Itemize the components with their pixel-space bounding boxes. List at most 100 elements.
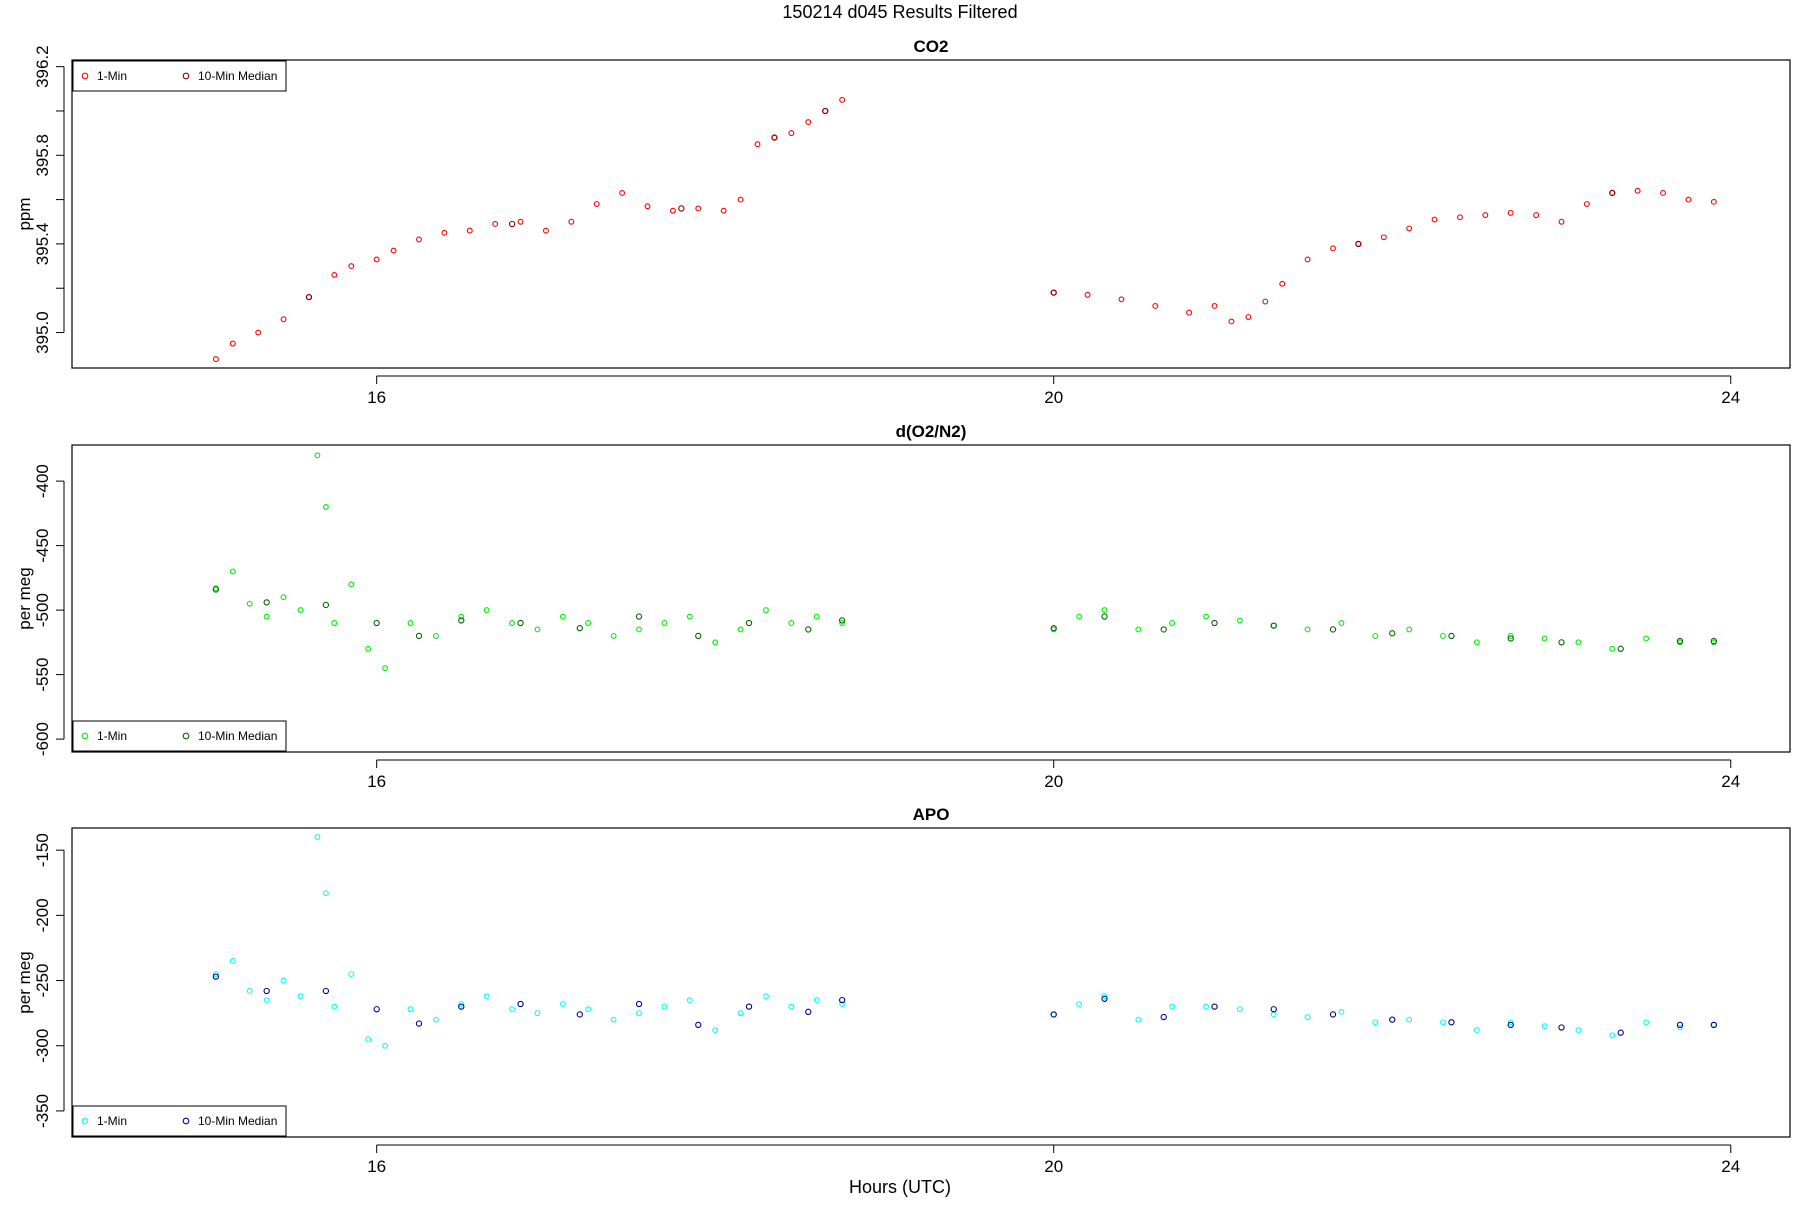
data-point	[712, 1027, 719, 1034]
data-point	[534, 626, 541, 633]
data-point	[745, 619, 753, 627]
data-point	[737, 1010, 744, 1017]
data-point	[280, 316, 287, 323]
legend-box	[72, 720, 287, 752]
data-point	[1135, 626, 1142, 633]
data-point	[695, 205, 702, 212]
legend-marker	[81, 732, 89, 740]
y-tick-label-o2n2: -400	[33, 464, 52, 498]
y-axis-label-co2: ppm	[15, 197, 34, 230]
panel-o2n2: d(O2/N2) per meg -400 -450 -500 -550 -600 16 20 2…	[15, 422, 1791, 791]
data-point	[1372, 632, 1379, 639]
legend-marker	[182, 72, 190, 80]
data-point	[805, 1008, 812, 1015]
legend-marker	[81, 72, 89, 80]
data-point	[432, 632, 439, 639]
data-point	[509, 1006, 516, 1013]
data-point	[1160, 1013, 1167, 1021]
data-point	[1304, 626, 1311, 633]
data-point	[432, 1016, 439, 1023]
chart-title-o2n2: d(O2/N2)	[896, 422, 967, 441]
data-point	[1533, 212, 1540, 219]
legend-label: 10-Min Median	[198, 729, 277, 743]
data-point	[263, 613, 270, 620]
data-point	[1575, 639, 1582, 646]
y-axis-label-o2n2: per meg	[15, 567, 34, 629]
data-point	[212, 973, 220, 980]
data-point	[669, 207, 676, 214]
data-point	[229, 958, 236, 964]
data-point	[1076, 613, 1083, 620]
data-point	[1389, 630, 1396, 637]
data-point	[695, 1021, 702, 1029]
data-point	[280, 977, 287, 984]
data-point	[1448, 632, 1455, 640]
data-point	[390, 247, 397, 254]
data-point	[1685, 196, 1692, 203]
data-point	[1152, 303, 1159, 309]
data-point	[1448, 1019, 1455, 1026]
x-tick-label-o2n2: 24	[1721, 772, 1740, 791]
data-point	[1338, 620, 1345, 626]
data-point	[771, 134, 778, 141]
data-point	[1507, 635, 1514, 642]
y-tick-label-apo: -350	[33, 1094, 52, 1128]
data-point	[229, 568, 236, 575]
data-point	[610, 632, 617, 639]
data-point	[661, 1003, 668, 1010]
data-point	[458, 1001, 465, 1007]
data-point	[1676, 637, 1684, 645]
data-point	[1575, 1027, 1582, 1034]
data-point	[517, 619, 524, 627]
data-point	[263, 997, 270, 1004]
series-o2n2-ten-min-median	[212, 586, 1717, 652]
data-point	[508, 220, 516, 228]
data-point	[576, 1011, 583, 1018]
data-point	[1118, 296, 1125, 303]
y-tick-label-o2n2: -450	[33, 529, 52, 563]
data-point	[373, 1006, 380, 1013]
data-point	[805, 119, 812, 125]
data-point	[1211, 1003, 1218, 1010]
data-point	[1440, 1019, 1446, 1026]
data-point	[839, 1001, 846, 1007]
data-point	[1160, 626, 1167, 633]
y-tick-label-apo: -250	[33, 964, 52, 998]
data-point	[754, 141, 761, 148]
data-point	[1710, 637, 1717, 645]
data-point	[297, 993, 304, 1000]
data-point	[686, 613, 693, 620]
y-tick-label-apo: -150	[33, 833, 52, 867]
legend-co2: 1-Min 10-Min Median	[72, 60, 287, 92]
data-point	[737, 196, 744, 203]
x-tick-label-apo: 24	[1721, 1157, 1740, 1176]
data-point	[763, 607, 769, 614]
data-point	[1473, 639, 1480, 646]
data-point	[1101, 607, 1108, 614]
data-point	[1076, 1001, 1083, 1007]
data-point	[415, 1020, 423, 1027]
data-point	[1203, 1003, 1209, 1010]
data-point	[737, 626, 744, 633]
data-point	[1558, 639, 1565, 646]
legend-apo: 1-Min 10-Min Median	[72, 1105, 287, 1137]
data-point	[314, 452, 321, 459]
data-point	[348, 263, 355, 270]
x-tick-label-o2n2: 16	[367, 772, 386, 791]
data-point	[1372, 1019, 1379, 1026]
data-point	[1228, 318, 1235, 325]
y-tick-label-co2: 395.8	[33, 134, 52, 177]
data-point	[805, 626, 812, 633]
data-point	[813, 997, 820, 1004]
data-point	[1710, 198, 1717, 205]
legend-box	[72, 1105, 287, 1137]
data-point	[576, 625, 583, 632]
plot-frame-o2n2	[71, 444, 1791, 753]
legend-label: 1-Min	[97, 69, 127, 83]
data-point	[712, 639, 719, 646]
data-point	[466, 227, 473, 234]
data-point	[838, 996, 846, 1004]
data-point	[1609, 645, 1616, 652]
data-point	[322, 601, 330, 609]
data-point	[246, 988, 253, 994]
